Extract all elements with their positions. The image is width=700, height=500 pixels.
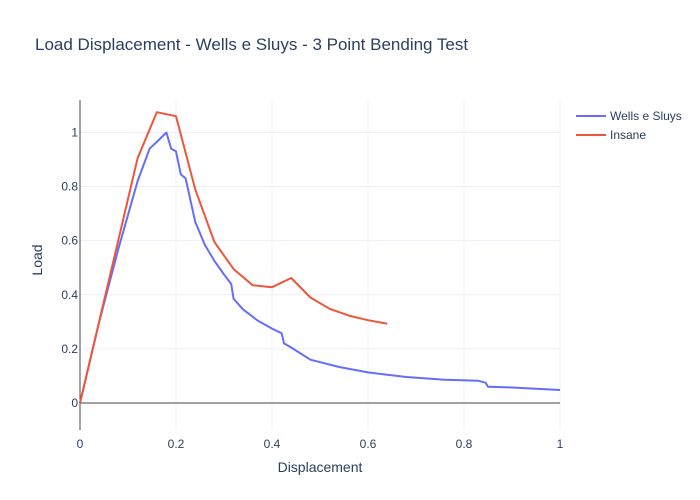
y-tick-label: 0.2 bbox=[61, 342, 78, 356]
x-tick-label: 0.2 bbox=[168, 437, 185, 451]
legend-label: Wells e Sluys bbox=[610, 109, 682, 123]
legend-label: Insane bbox=[610, 128, 646, 142]
y-tick-label: 0 bbox=[71, 396, 78, 410]
y-tick-label: 0.4 bbox=[61, 288, 78, 302]
x-tick-label: 0 bbox=[77, 437, 84, 451]
y-tick-label: 0.8 bbox=[61, 180, 78, 194]
series-line-1 bbox=[79, 131, 561, 404]
grid bbox=[79, 100, 561, 430]
legend-item-2[interactable]: Insane bbox=[576, 128, 646, 142]
axes: 0 0.2 0.4 0.6 0.8 1 0 0.2 0.4 0.6 0.8 1 bbox=[61, 125, 563, 451]
x-tick-label: 0.6 bbox=[360, 437, 377, 451]
x-tick-label: 0.8 bbox=[456, 437, 473, 451]
legend[interactable]: Wells e Sluys Insane bbox=[576, 109, 682, 142]
chart-title: Load Displacement - Wells e Sluys - 3 Po… bbox=[35, 35, 468, 54]
legend-item-1[interactable]: Wells e Sluys bbox=[576, 109, 682, 123]
y-tick-label: 1 bbox=[71, 125, 78, 139]
x-tick-label: 0.4 bbox=[264, 437, 281, 451]
x-axis-title: Displacement bbox=[278, 459, 363, 475]
y-axis-title: Load bbox=[29, 244, 45, 275]
x-tick-label: 1 bbox=[557, 437, 564, 451]
series-lines bbox=[79, 111, 561, 404]
series-line-2 bbox=[79, 111, 388, 404]
y-tick-label: 0.6 bbox=[61, 234, 78, 248]
